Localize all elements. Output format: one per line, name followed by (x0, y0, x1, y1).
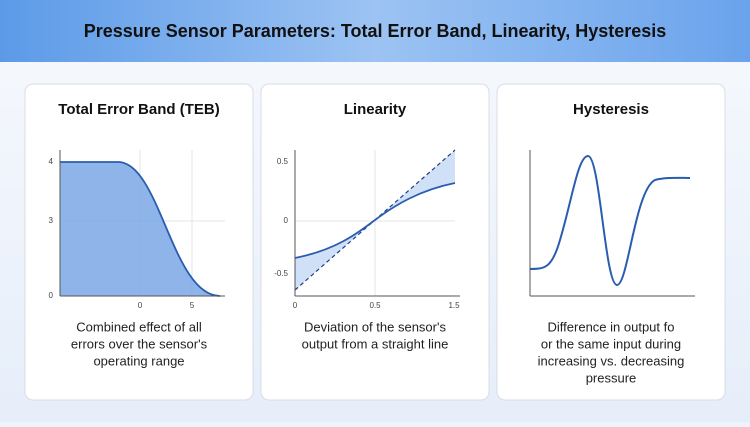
y-tick-label: 0 (49, 291, 54, 300)
card (496, 83, 726, 401)
caption-line: output from a straight line (302, 336, 449, 351)
curve (294, 182, 456, 259)
x-tick-label: 5 (190, 301, 195, 310)
header-band (0, 0, 750, 62)
panel-title: Hysteresis (573, 101, 649, 118)
header-title: Pressure Sensor Parameters: Total Error … (84, 21, 667, 41)
curve (529, 154, 691, 287)
caption-line: errors over the sensor's (71, 336, 208, 351)
curve (60, 161, 221, 297)
linearity-chart (294, 149, 460, 297)
x-tick-label: 0.5 (369, 301, 381, 310)
caption-line: pressure (586, 370, 637, 385)
x-tick-label: 1.5 (448, 301, 460, 310)
caption-line: Deviation of the sensor's (304, 319, 446, 334)
teb-chart (59, 150, 225, 297)
area (60, 162, 220, 296)
y-tick-label: -0.5 (274, 269, 288, 278)
caption-line: operating range (93, 353, 184, 368)
caption-line: Difference in output fo (548, 319, 675, 334)
y-tick-label: 0.5 (277, 157, 289, 166)
panel-title: Linearity (344, 101, 407, 118)
caption-line: increasing vs. decreasing (538, 353, 685, 368)
hysteresis-chart (529, 150, 695, 297)
y-tick-label: 0 (284, 216, 289, 225)
panel-title: Total Error Band (TEB) (58, 101, 219, 118)
y-tick-label: 4 (49, 157, 54, 166)
x-tick-label: 0 (293, 301, 298, 310)
caption-line: or the same input during (541, 336, 681, 351)
caption-line: Combined effect of all (76, 319, 202, 334)
y-tick-label: 3 (49, 216, 54, 225)
x-tick-label: 0 (138, 301, 143, 310)
